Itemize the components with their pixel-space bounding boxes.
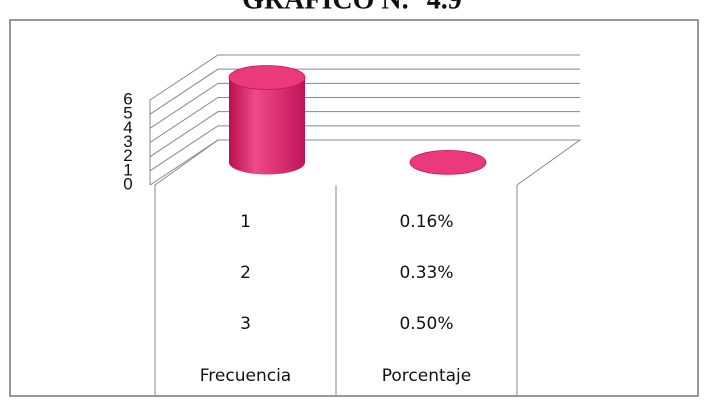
grid-line [149, 54, 580, 101]
cylinder-top [228, 65, 306, 90]
chart-title: GRAFICO N.° 4.9 [242, 0, 462, 15]
y-tick-label: 4 [123, 118, 132, 137]
table-cell: 1 [240, 212, 251, 232]
grid-line [149, 97, 580, 143]
y-tick-label: 6 [123, 89, 132, 108]
grid-line [149, 125, 580, 172]
table-cell: 0.16% [399, 212, 453, 232]
table-cell: 2 [240, 263, 251, 283]
chart-border [9, 19, 699, 397]
grid-line [149, 82, 580, 129]
y-tick-label: 0 [123, 174, 132, 193]
table-cell: 0.50% [399, 314, 453, 334]
y-tick-label: 2 [123, 146, 132, 165]
x-tick-label: Porcentaje [382, 366, 472, 386]
data-table: 1 2 3 Frecuencia 0.16% 0.33% 0.50% Porcentaje [154, 185, 518, 396]
x-tick-label: Frecuencia [200, 366, 291, 386]
grid-line [149, 139, 580, 186]
table-cell: 3 [240, 314, 251, 334]
grid-line [149, 111, 580, 158]
y-tick-label: 3 [123, 132, 132, 151]
plot [228, 65, 487, 175]
cylinder-top [409, 149, 487, 175]
grid-line [149, 68, 580, 115]
floor [154, 139, 582, 186]
y-tick-label: 5 [123, 104, 132, 123]
table-cell: 0.33% [399, 263, 453, 283]
y-tick-label: 1 [123, 160, 132, 179]
